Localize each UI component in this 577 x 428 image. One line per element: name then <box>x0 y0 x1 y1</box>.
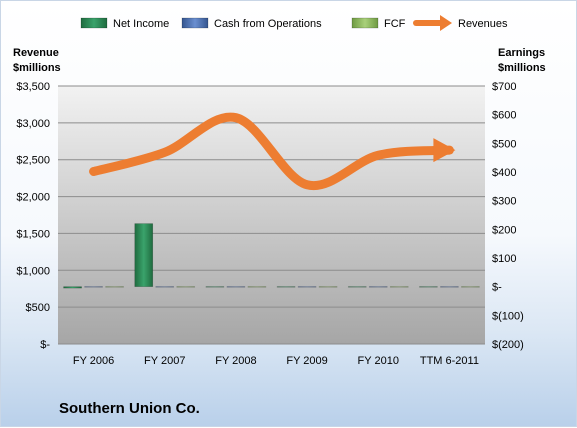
right-tick-label: $(100) <box>492 310 524 322</box>
right-tick-label: $100 <box>492 253 516 265</box>
right-axis-title-line1: Earnings <box>498 47 545 59</box>
cash-from-operations-bar <box>440 286 459 288</box>
legend-net-income-label: Net Income <box>113 18 169 30</box>
fcf-bar <box>461 286 480 288</box>
legend-net-income-swatch <box>80 17 108 29</box>
net-income-bar <box>134 223 154 287</box>
legend-revenues-label: Revenues <box>458 18 508 30</box>
legend-cash-from-operations-label: Cash from Operations <box>214 18 322 30</box>
category-label: FY 2010 <box>358 355 399 367</box>
left-tick-label: $3,500 <box>16 81 50 93</box>
cash-from-operations-bar <box>84 286 103 288</box>
right-tick-label: $300 <box>492 196 516 208</box>
revenues-arrowhead <box>433 138 456 163</box>
chart-title: Southern Union Co. <box>59 400 200 417</box>
left-tick-label: $1,000 <box>16 265 50 277</box>
plot-area <box>58 86 485 344</box>
legend-revenues-arrow <box>440 15 452 31</box>
revenues-line <box>89 112 454 191</box>
net-income-bar <box>347 286 367 288</box>
legend-fcf-label: FCF <box>384 18 406 30</box>
fcf-bar <box>389 286 409 288</box>
fcf-bar <box>247 286 267 288</box>
category-label: TTM 6-2011 <box>420 355 479 367</box>
left-axis-title-line2: $millions <box>13 62 61 74</box>
left-tick-label: $1,500 <box>16 228 50 240</box>
category-label: FY 2007 <box>144 355 185 367</box>
net-income-bar <box>276 286 296 288</box>
left-tick-label: $2,000 <box>16 192 50 204</box>
category-label: FY 2009 <box>286 355 327 367</box>
right-tick-label: $700 <box>492 81 516 93</box>
right-tick-label: $400 <box>492 167 516 179</box>
net-income-bar <box>419 286 438 288</box>
cash-from-operations-bar <box>155 286 175 288</box>
right-tick-label: $500 <box>492 138 516 150</box>
left-axis-title-line1: Revenue <box>13 47 59 59</box>
category-label: FY 2008 <box>215 355 256 367</box>
cash-from-operations-bar <box>226 286 246 288</box>
fcf-bar <box>105 286 124 288</box>
left-tick-label: $- <box>40 339 50 351</box>
net-income-bar <box>63 286 82 289</box>
category-label: FY 2006 <box>73 355 114 367</box>
net-income-bar <box>205 286 225 288</box>
left-tick-label: $2,500 <box>16 155 50 167</box>
cash-from-operations-bar <box>297 286 317 288</box>
left-tick-label: $500 <box>26 302 50 314</box>
right-tick-label: $- <box>492 282 502 294</box>
right-tick-label: $200 <box>492 224 516 236</box>
legend-cash-from-operations-swatch <box>181 17 209 29</box>
left-tick-label: $3,000 <box>16 118 50 130</box>
cash-from-operations-bar <box>368 286 388 288</box>
legend-fcf-swatch <box>351 17 379 29</box>
fcf-bar <box>318 286 338 288</box>
right-tick-label: $600 <box>492 110 516 122</box>
right-tick-label: $(200) <box>492 339 524 351</box>
fcf-bar <box>176 286 196 288</box>
right-axis-title-line2: $millions <box>498 62 546 74</box>
